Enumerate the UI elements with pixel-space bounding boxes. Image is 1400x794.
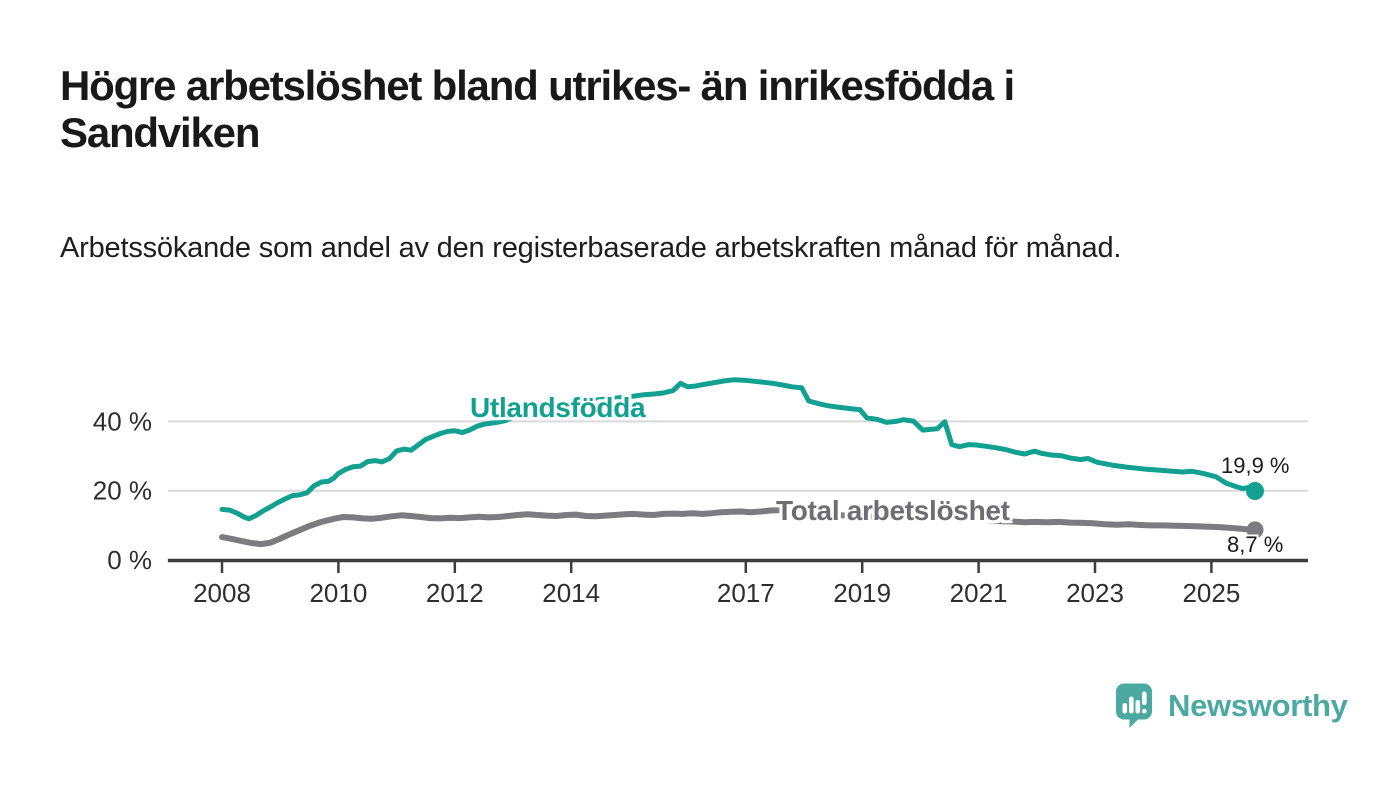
series-line-utlandsfodda [219,377,1258,522]
y-tick-label-40: 40 % [93,406,152,436]
x-tick-label-2017: 2017 [717,578,775,608]
newsworthy-brand-text: Newsworthy [1168,687,1348,723]
x-tick-label-2025: 2025 [1182,578,1240,608]
logo-speech-bubble [1116,683,1152,728]
logo-bar-medium [1135,700,1141,714]
x-tick-label-2021: 2021 [950,578,1008,608]
logo-exclamation-bar [1142,691,1147,705]
logo-bar-short [1122,703,1128,714]
logo-bar-tall [1129,696,1134,714]
chart-title: Högre arbetslöshet bland utrikes- än inr… [60,62,1015,157]
y-tick-label-0: 0 % [107,545,152,575]
series-label-total-arbetsloshet: Total arbetslöshet [776,495,1010,526]
x-tick-label-2023: 2023 [1066,578,1124,608]
x-tick-label-2008: 2008 [193,578,251,608]
y-tick-label-20: 20 % [93,476,152,506]
newsworthy-logo-icon [1116,683,1152,728]
series-end-dot-total-arbetsloshet [1246,521,1264,539]
end-value-label-total-arbetsloshet: 8,7 % [1227,532,1284,557]
x-tick-label-2010: 2010 [309,578,367,608]
logo-exclamation-dot [1142,708,1147,714]
series-label-utlandsfodda: Utlandsfödda [470,392,646,423]
end-value-label-utlandsfodda: 19,9 % [1221,453,1290,478]
series-line-total-arbetsloshet [219,507,1258,548]
x-tick-label-2014: 2014 [542,578,600,608]
newsworthy-brand: Newsworthy [1115,683,1348,728]
series-end-dot-utlandsfodda [1246,482,1264,500]
x-tick-label-2012: 2012 [426,578,484,608]
x-tick-label-2019: 2019 [833,578,891,608]
chart-subtitle: Arbetssökande som andel av den registerb… [60,232,1122,264]
